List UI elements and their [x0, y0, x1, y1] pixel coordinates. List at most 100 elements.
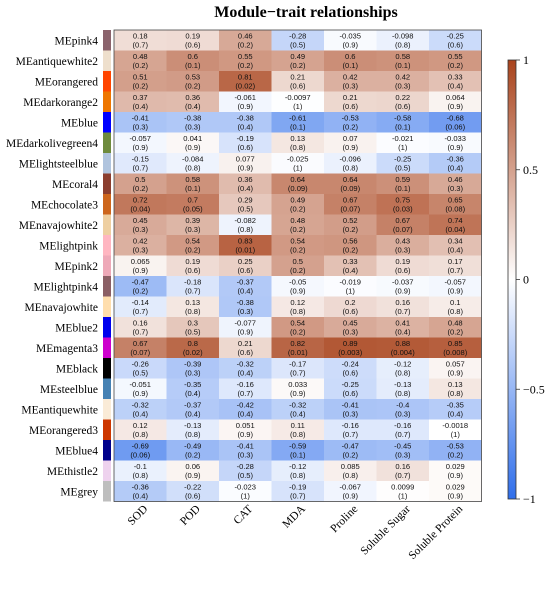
- heatmap-cell: [429, 91, 482, 112]
- heatmap-cell: [429, 173, 482, 194]
- heatmap-cell: [271, 358, 324, 379]
- heatmap-cell: [324, 194, 377, 215]
- cell-pvalue: (0.4): [290, 410, 306, 419]
- cell-correlation: -0.53: [342, 114, 359, 123]
- cell-pvalue: (0.8): [185, 307, 201, 316]
- cell-correlation: -0.061: [234, 93, 256, 102]
- cell-pvalue: (0.3): [395, 410, 411, 419]
- module-label: MEblue2: [55, 322, 98, 334]
- module-label: MEpink2: [55, 261, 99, 273]
- cell-correlation: -0.37: [184, 401, 201, 410]
- heatmap-cell: [114, 481, 167, 502]
- heatmap-cell: [324, 30, 377, 51]
- cell-pvalue: (0.1): [342, 61, 358, 70]
- cell-pvalue: (0.4): [185, 389, 201, 398]
- trait-label: Soluble Protein: [407, 503, 466, 562]
- module-label: MEnavajowhite2: [19, 220, 98, 232]
- cell-correlation: 0.53: [185, 73, 200, 82]
- cell-pvalue: (0.2): [185, 82, 201, 91]
- cell-pvalue: (0.9): [290, 389, 306, 398]
- cell-correlation: 0.33: [448, 73, 463, 82]
- heatmap-cell: [376, 112, 429, 133]
- cell-pvalue: (0.9): [447, 492, 463, 501]
- cell-correlation: 0.54: [290, 237, 305, 246]
- heatmap-cell: [219, 91, 272, 112]
- cell-correlation: -0.36: [132, 483, 149, 492]
- heatmap-cell: [219, 71, 272, 92]
- cell-pvalue: (0.4): [237, 123, 253, 132]
- cell-pvalue: (0.2): [342, 123, 358, 132]
- heatmap-cell: [429, 378, 482, 399]
- heatmap-cell: [271, 173, 324, 194]
- heatmap-cell: [271, 440, 324, 461]
- cell-correlation: 0.22: [395, 93, 410, 102]
- heatmap-cell: [166, 112, 219, 133]
- cell-pvalue: (0.06): [445, 123, 465, 132]
- cell-pvalue: (0.4): [447, 164, 463, 173]
- module-label: MEcoral4: [52, 179, 98, 191]
- cell-correlation: 0.06: [185, 462, 200, 471]
- cell-pvalue: (0.8): [132, 471, 148, 480]
- module-color-swatch: [103, 296, 111, 317]
- heatmap-cell: [219, 153, 272, 174]
- cell-correlation: 0.89: [343, 339, 358, 348]
- module-label: MEdarkorange2: [23, 97, 98, 109]
- module-color-swatch: [103, 173, 111, 194]
- cell-pvalue: (0.07): [340, 205, 360, 214]
- module-color-swatch: [103, 419, 111, 440]
- cell-correlation: 0.55: [238, 52, 253, 61]
- cell-pvalue: (0.4): [342, 266, 358, 275]
- heatmap-cell: [324, 112, 377, 133]
- cell-correlation: 0.6: [345, 52, 356, 61]
- heatmap-cell: [429, 112, 482, 133]
- cell-correlation: 0.59: [395, 175, 410, 184]
- cell-correlation: -0.098: [392, 32, 414, 41]
- cell-correlation: 0.18: [133, 32, 148, 41]
- cell-pvalue: (0.2): [132, 82, 148, 91]
- heatmap-cell: [376, 173, 429, 194]
- heatmap-cell: [114, 214, 167, 235]
- cell-pvalue: (0.9): [447, 102, 463, 111]
- heatmap-cell: [271, 91, 324, 112]
- cell-correlation: -0.24: [342, 360, 359, 369]
- cell-pvalue: (0.008): [443, 348, 468, 357]
- heatmap-cell: [324, 132, 377, 153]
- cell-pvalue: (0.6): [342, 389, 358, 398]
- heatmap-cell: [166, 296, 219, 317]
- heatmap-cell: [219, 317, 272, 338]
- cell-correlation: -0.019: [339, 278, 361, 287]
- cell-correlation: 0.12: [290, 298, 305, 307]
- cell-correlation: 0.29: [238, 196, 253, 205]
- cell-correlation: 0.7: [187, 196, 198, 205]
- cell-correlation: 0.19: [395, 257, 410, 266]
- module-color-swatch: [103, 378, 111, 399]
- module-label: MEdarkolivegreen4: [6, 138, 98, 150]
- heatmap-cell: [219, 296, 272, 317]
- heatmap-cell: [376, 481, 429, 502]
- heatmap-cell: [271, 255, 324, 276]
- cell-pvalue: (0.2): [132, 184, 148, 193]
- module-label: MEsteelblue: [40, 384, 98, 396]
- cell-correlation: -0.32: [132, 401, 149, 410]
- cell-correlation: 0.82: [290, 339, 305, 348]
- heatmap-cell: [376, 440, 429, 461]
- heatmap-cell: [166, 358, 219, 379]
- module-color-swatch: [103, 460, 111, 481]
- heatmap-cell: [271, 317, 324, 338]
- heatmap-cell: [114, 337, 167, 358]
- cell-pvalue: (0.07): [393, 225, 413, 234]
- heatmap-cell: [429, 235, 482, 256]
- cell-pvalue: (0.1): [395, 184, 411, 193]
- cell-correlation: -0.084: [182, 155, 204, 164]
- cell-pvalue: (0.6): [185, 492, 201, 501]
- cell-pvalue: (0.9): [185, 143, 201, 152]
- cell-correlation: 0.11: [291, 421, 305, 430]
- heatmap-cell: [429, 337, 482, 358]
- cell-correlation: 0.48: [133, 52, 148, 61]
- heatmap-cell: [114, 132, 167, 153]
- heatmap-cell: [429, 255, 482, 276]
- cell-pvalue: (0.5): [132, 369, 148, 378]
- heatmap-cell: [324, 337, 377, 358]
- cell-correlation: 0.07: [343, 134, 358, 143]
